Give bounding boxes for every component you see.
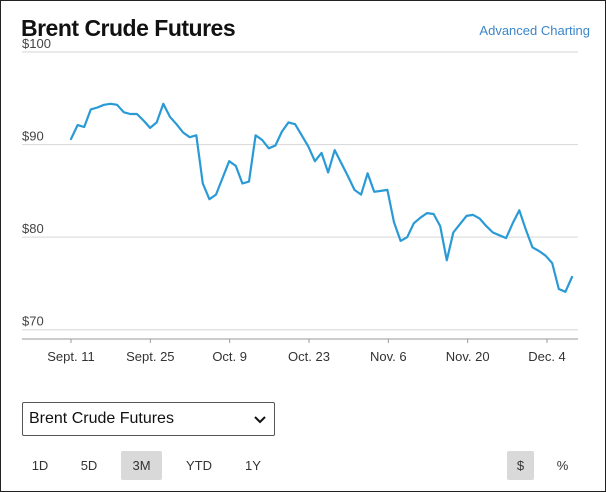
y-tick-label: $80 [22,221,44,236]
x-tick-label: Oct. 9 [212,349,247,364]
price-line [69,102,574,293]
x-tick-label: Nov. 6 [370,349,407,364]
x-tick-label: Nov. 20 [446,349,490,364]
unit-button-percent[interactable]: % [556,458,569,473]
y-tick-label: $90 [22,129,44,144]
range-button-3m[interactable]: 3M [121,451,162,480]
x-tick-label: Oct. 23 [288,349,330,364]
x-tick-label: Dec. 4 [528,349,566,364]
x-tick-label: Sept. 25 [126,349,174,364]
range-button-ytd[interactable]: YTD [186,458,212,473]
instrument-select[interactable]: Brent Crude Futures [22,402,275,436]
range-button-1d[interactable]: 1D [31,458,49,473]
y-tick-label: $100 [22,36,51,51]
chevron-down-icon [254,416,266,424]
range-bar: 1D 5D 3M YTD 1Y $ % [0,451,606,481]
y-tick-label: $70 [22,314,44,329]
range-button-5d[interactable]: 5D [80,458,98,473]
unit-button-dollar[interactable]: $ [507,451,534,480]
range-button-1y[interactable]: 1Y [245,458,261,473]
x-tick-label: Sept. 11 [47,349,94,364]
price-chart: $100 $90 $80 $70 Sept. 11 Sept. 25 Oct. 9 Oct.… [22,36,578,364]
instrument-select-value: Brent Crude Futures [29,410,174,427]
chart-title: Brent Crude Futures [21,15,236,41]
advanced-charting-link[interactable]: Advanced Charting [479,23,590,38]
